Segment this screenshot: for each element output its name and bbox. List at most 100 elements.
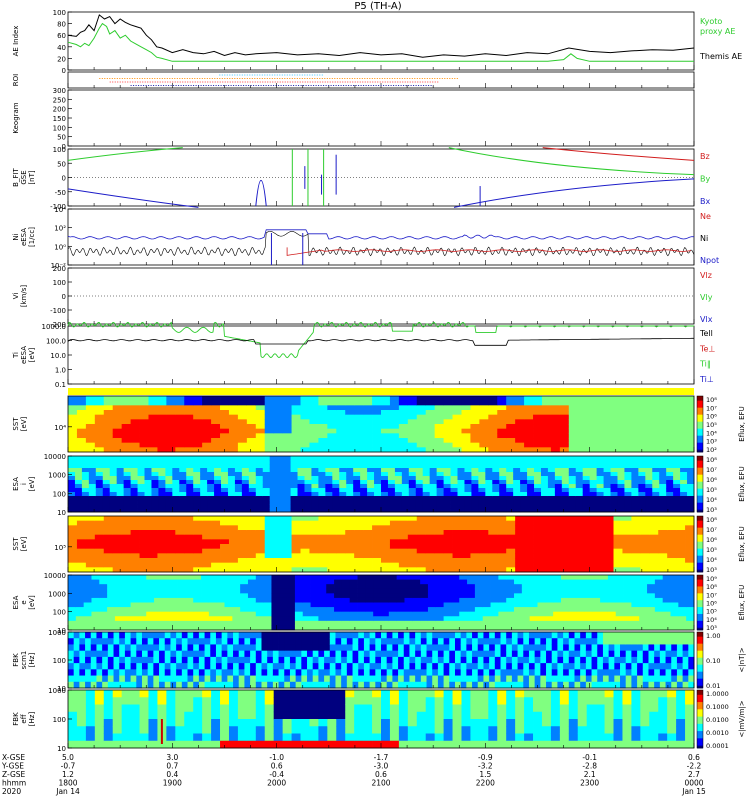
- spectrogram-cell: [68, 579, 77, 585]
- y-tick-label: 10⁰: [54, 243, 66, 251]
- spectrogram-cell: [515, 396, 525, 402]
- spectrogram-cell: [202, 534, 212, 540]
- spectrogram-cell: [595, 539, 605, 545]
- spectrogram-cell: [604, 567, 614, 573]
- spectrogram-cell: [290, 468, 298, 473]
- spectrogram-cell: [318, 593, 327, 599]
- spectrogram-cell: [416, 400, 427, 406]
- spectrogram-cell: [479, 539, 489, 545]
- spectrogram-cell: [394, 476, 403, 481]
- spectrogram-cell: [381, 460, 389, 465]
- spectrogram-cell: [425, 539, 436, 545]
- spectrogram-cell: [102, 488, 111, 493]
- spectrogram-cell: [136, 681, 143, 689]
- spectrogram-cell: [470, 400, 480, 406]
- spectrogram-cell: [237, 410, 248, 416]
- spectrogram-cell: [631, 558, 641, 564]
- spectrogram-cell: [485, 492, 493, 497]
- spectrogram-cell: [267, 656, 274, 664]
- spectrogram-cell: [237, 396, 248, 402]
- spectrogram-cell: [278, 663, 285, 670]
- spectrogram-cell: [485, 488, 493, 493]
- spectrogram-cell: [568, 593, 578, 599]
- spectrogram-cell: [153, 656, 160, 664]
- spectrogram-cell: [227, 492, 236, 497]
- spectrogram-cell: [550, 419, 561, 425]
- colorbar-cell: [697, 541, 703, 545]
- spectrogram-cell: [271, 620, 280, 626]
- spectrogram-cell: [649, 410, 659, 416]
- spectrogram-cell: [112, 520, 123, 526]
- spectrogram-cell: [615, 584, 624, 590]
- spectrogram-cell: [639, 575, 648, 580]
- spectrogram-cell: [452, 410, 462, 416]
- spectrogram-cell: [534, 492, 542, 497]
- spectrogram-cell: [365, 597, 374, 603]
- spectrogram-cell: [381, 530, 391, 536]
- spectrogram-cell: [157, 567, 167, 573]
- spectrogram-cell: [228, 424, 239, 430]
- colorbar-tick-label: 10⁷: [706, 404, 717, 412]
- spectrogram-cell: [346, 492, 354, 497]
- spectrogram-cell: [658, 562, 668, 568]
- spectrogram-cell: [631, 433, 641, 439]
- spectrogram-cell: [304, 460, 312, 465]
- spectrogram-cell: [175, 516, 185, 522]
- spectrogram-cell: [492, 464, 500, 469]
- spectrogram-cell: [227, 464, 236, 469]
- spectrogram-cell: [164, 663, 171, 670]
- spectrogram-cell: [386, 675, 393, 683]
- spectrogram-cell: [327, 567, 337, 573]
- spectrogram-cell: [461, 428, 471, 434]
- spectrogram-cell: [498, 616, 507, 622]
- spectrogram-cell: [369, 681, 376, 689]
- spectrogram-cell: [680, 488, 688, 493]
- spectrogram-cell: [375, 638, 382, 645]
- spectrogram-cell: [640, 534, 650, 540]
- spectrogram-cell: [631, 525, 641, 531]
- spectrogram-cell: [161, 575, 171, 580]
- spectrogram-cell: [360, 472, 368, 477]
- spectrogram-cell: [595, 433, 605, 439]
- spectrogram-cell: [584, 575, 593, 580]
- y-tick-label: 100: [53, 279, 66, 287]
- spectrogram-cell: [211, 558, 221, 564]
- spectrogram-cell: [429, 496, 438, 501]
- spectrogram-cell: [202, 424, 212, 430]
- spectrogram-cell: [346, 496, 354, 501]
- spectrogram-cell: [124, 638, 131, 645]
- spectrogram-cell: [68, 492, 76, 497]
- spectrogram-cell: [373, 588, 382, 594]
- spectrogram-cell: [193, 579, 202, 585]
- spectrogram-cell: [130, 620, 139, 626]
- spectrogram-cell: [381, 534, 391, 540]
- spectrogram-cell: [479, 405, 489, 411]
- spectrogram-cell: [367, 500, 375, 505]
- spectrogram-cell: [75, 593, 85, 599]
- spectrogram-cell: [240, 597, 249, 603]
- spectrogram-cell: [148, 414, 158, 420]
- spectrogram-cell: [506, 433, 516, 439]
- spectrogram-cell: [284, 644, 291, 652]
- spectrogram-cell: [443, 562, 453, 568]
- spectrogram-cell: [386, 663, 393, 670]
- spectrogram-cell: [559, 525, 570, 531]
- spectrogram-cell: [291, 530, 301, 536]
- spectrogram-cell: [175, 447, 185, 453]
- spectrogram-cell: [649, 520, 659, 526]
- spectrogram-cell: [130, 508, 138, 513]
- spectrogram-cell: [76, 396, 87, 402]
- spectrogram-cell: [451, 616, 460, 622]
- spectrogram-cell: [246, 433, 257, 439]
- spectrogram-cell: [685, 442, 695, 448]
- spectrogram-cell: [559, 447, 570, 453]
- spectrogram-cell: [515, 548, 525, 554]
- spectrogram-cell: [554, 500, 563, 505]
- spectrogram-cell: [247, 607, 257, 613]
- spectrogram-cell: [676, 414, 686, 420]
- spectrogram-cell: [346, 656, 353, 664]
- spectrogram-cell: [81, 476, 90, 481]
- spectrogram-cell: [202, 567, 212, 573]
- spectrogram-cell: [534, 468, 542, 473]
- spectrogram-cell: [647, 611, 656, 617]
